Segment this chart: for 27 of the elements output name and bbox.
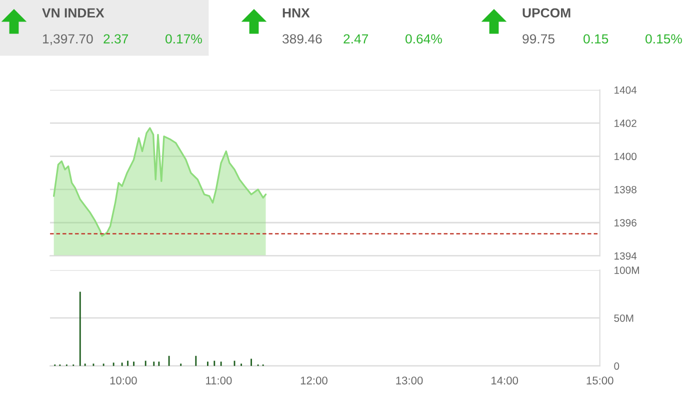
text: VN INDEX xyxy=(42,8,104,18)
text: 99.75 xyxy=(522,34,554,44)
y-tick-label: 0 xyxy=(614,362,620,370)
y-tick-label: 1400 xyxy=(614,152,636,160)
y-tick-label: 1398 xyxy=(614,186,636,194)
text: 0.15 xyxy=(584,34,608,44)
x-tick-label: 15:00 xyxy=(586,376,614,384)
x-tick-label: 10:00 xyxy=(110,376,137,384)
text: 0.17% xyxy=(166,34,202,44)
x-tick-label: 13:00 xyxy=(396,376,423,384)
text: 0.64% xyxy=(406,34,442,44)
y-tick-label: 1394 xyxy=(614,252,637,260)
text: 2.47 xyxy=(344,34,368,44)
x-tick-label: 12:00 xyxy=(300,376,328,384)
x-tick-label: 14:00 xyxy=(492,376,518,384)
y-tick-label: 100M xyxy=(614,266,639,274)
y-tick-label: 1396 xyxy=(614,219,636,227)
text: 0.15% xyxy=(646,34,682,44)
y-tick-label: 1402 xyxy=(614,120,636,127)
y-tick-label: 1404 xyxy=(614,86,637,94)
text: 389.46 xyxy=(282,34,322,44)
text: UPCOM xyxy=(522,8,570,18)
x-tick-label: 11:00 xyxy=(206,376,232,384)
text: HNX xyxy=(282,8,310,18)
text: 2.37 xyxy=(104,34,128,44)
text: 1,397.70 xyxy=(43,34,93,46)
y-tick-label: 50M xyxy=(614,314,634,322)
